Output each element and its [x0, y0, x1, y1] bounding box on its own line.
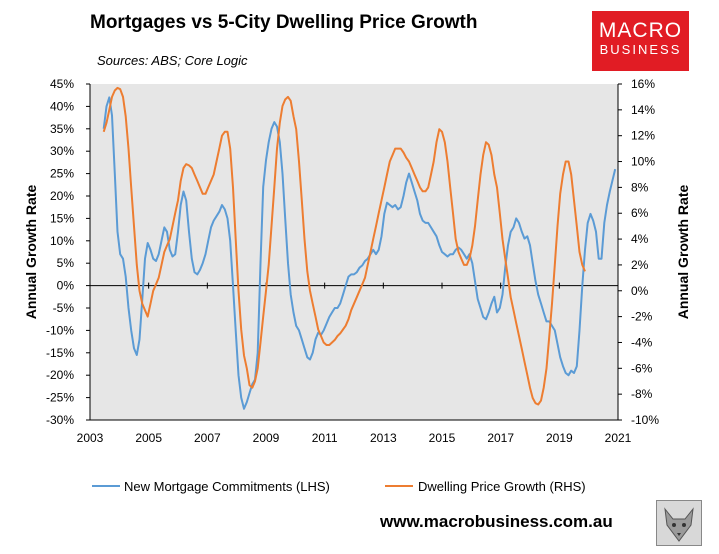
logo-line-2: BUSINESS [599, 42, 682, 57]
y-left-tick-label: -30% [46, 413, 74, 427]
y-right-tick-label: -2% [631, 310, 653, 324]
y-axis-left-ticks: 45% 40% 35% 30% 25% 20% 15% 10% 5% 0% -5% -10% -15% -… [46, 77, 91, 427]
y-right-tick-label: 6% [631, 206, 649, 220]
y-left-tick-label: 20% [50, 189, 74, 203]
x-tick-label: 2009 [253, 431, 280, 445]
footer-url: www.macrobusiness.com.au [380, 512, 613, 531]
y-left-tick-label: 40% [50, 99, 74, 113]
logo-line-1: MACRO [598, 19, 683, 42]
y-left-tick-label: -15% [46, 346, 74, 360]
x-tick-label: 2003 [77, 431, 104, 445]
y-left-tick-label: 25% [50, 167, 74, 181]
y-axis-right-ticks: 16% 14% 12% 10% 8% 6% 4% 2% 0% -2% -4% -6% -8% -10% [617, 77, 659, 427]
y-right-tick-label: -10% [631, 413, 659, 427]
x-tick-label: 2011 [312, 431, 338, 445]
y-left-tick-label: 15% [50, 211, 74, 225]
x-tick-label: 2007 [194, 431, 221, 445]
series-line-mortgage [102, 96, 617, 410]
y-axis-left-title: Annual Growth Rate [23, 185, 39, 320]
y-left-tick-label: 10% [50, 234, 74, 248]
x-axis-ticks: 2003 2005 2007 2009 2011 2013 2015 2017 2019 2021 [77, 282, 632, 445]
x-tick-label: 2019 [546, 431, 573, 445]
y-right-tick-label: 0% [631, 284, 649, 298]
y-right-tick-label: 4% [631, 232, 649, 246]
legend-label-mortgage: New Mortgage Commitments (LHS) [124, 479, 330, 494]
x-tick-label: 2005 [135, 431, 162, 445]
plot-area [90, 84, 618, 420]
y-left-tick-label: 5% [57, 256, 75, 270]
y-right-tick-label: -4% [631, 335, 653, 349]
chart-title: Mortgages vs 5-City Dwelling Price Growt… [90, 12, 478, 33]
y-left-tick-label: -5% [53, 301, 75, 315]
y-left-tick-label: 35% [50, 122, 74, 136]
x-tick-label: 2021 [605, 431, 632, 445]
y-left-tick-label: -10% [46, 323, 74, 337]
y-right-tick-label: 8% [631, 180, 649, 194]
series-line-price [102, 86, 586, 406]
y-left-tick-label: 0% [57, 279, 75, 293]
y-left-tick-label: 45% [50, 77, 74, 91]
series-layer [102, 86, 617, 410]
x-tick-label: 2015 [429, 431, 456, 445]
y-right-tick-label: 16% [631, 77, 655, 91]
y-left-tick-label: 30% [50, 144, 74, 158]
y-right-tick-label: -6% [631, 361, 653, 375]
y-right-tick-label: -8% [631, 387, 653, 401]
legend-label-price: Dwelling Price Growth (RHS) [418, 479, 586, 494]
y-right-tick-label: 10% [631, 155, 655, 169]
chart-sources: Sources: ABS; Core Logic [97, 53, 248, 68]
y-right-tick-label: 2% [631, 258, 649, 272]
y-axis-right-title: Annual Growth Rate [675, 185, 691, 320]
wolf-logo-icon [656, 500, 702, 546]
y-left-tick-label: -25% [46, 391, 74, 405]
y-right-tick-label: 12% [631, 129, 655, 143]
legend: New Mortgage Commitments (LHS) Dwelling … [92, 479, 586, 494]
y-left-tick-label: -20% [46, 368, 74, 382]
x-tick-label: 2013 [370, 431, 397, 445]
x-tick-label: 2017 [487, 431, 514, 445]
macrobusiness-logo: MACRO BUSINESS [592, 11, 689, 71]
y-right-tick-label: 14% [631, 103, 655, 117]
